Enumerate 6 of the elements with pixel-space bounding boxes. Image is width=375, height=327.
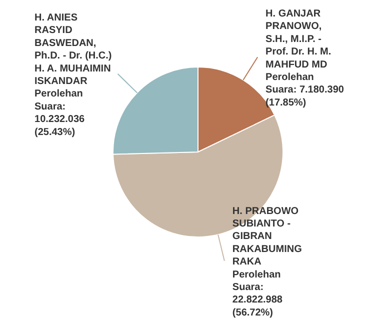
data-label: Perolehan Suara: 10.232.036 (25.43%) (34, 88, 86, 138)
data-label: Perolehan Suara: 7.180.390 (17.85%) (266, 72, 344, 108)
slice-label: H. GANJAR PRANOWO, S.H., M.I.P. - Prof. Dr. H. M. MAHFUD MD (266, 8, 332, 70)
slice-label: H. ANIES RASYID BASWEDAN, Ph.D. - Dr. (H.C.) H. A. MUHAIMIN ISKANDAR (34, 12, 112, 88)
slice-label: H. PRABOWO SUBIANTO - GIBRAN RAKABUMING RAKA (232, 206, 302, 268)
data-label: Perolehan Suara: 22.822.988 (56.72%) (232, 269, 283, 318)
